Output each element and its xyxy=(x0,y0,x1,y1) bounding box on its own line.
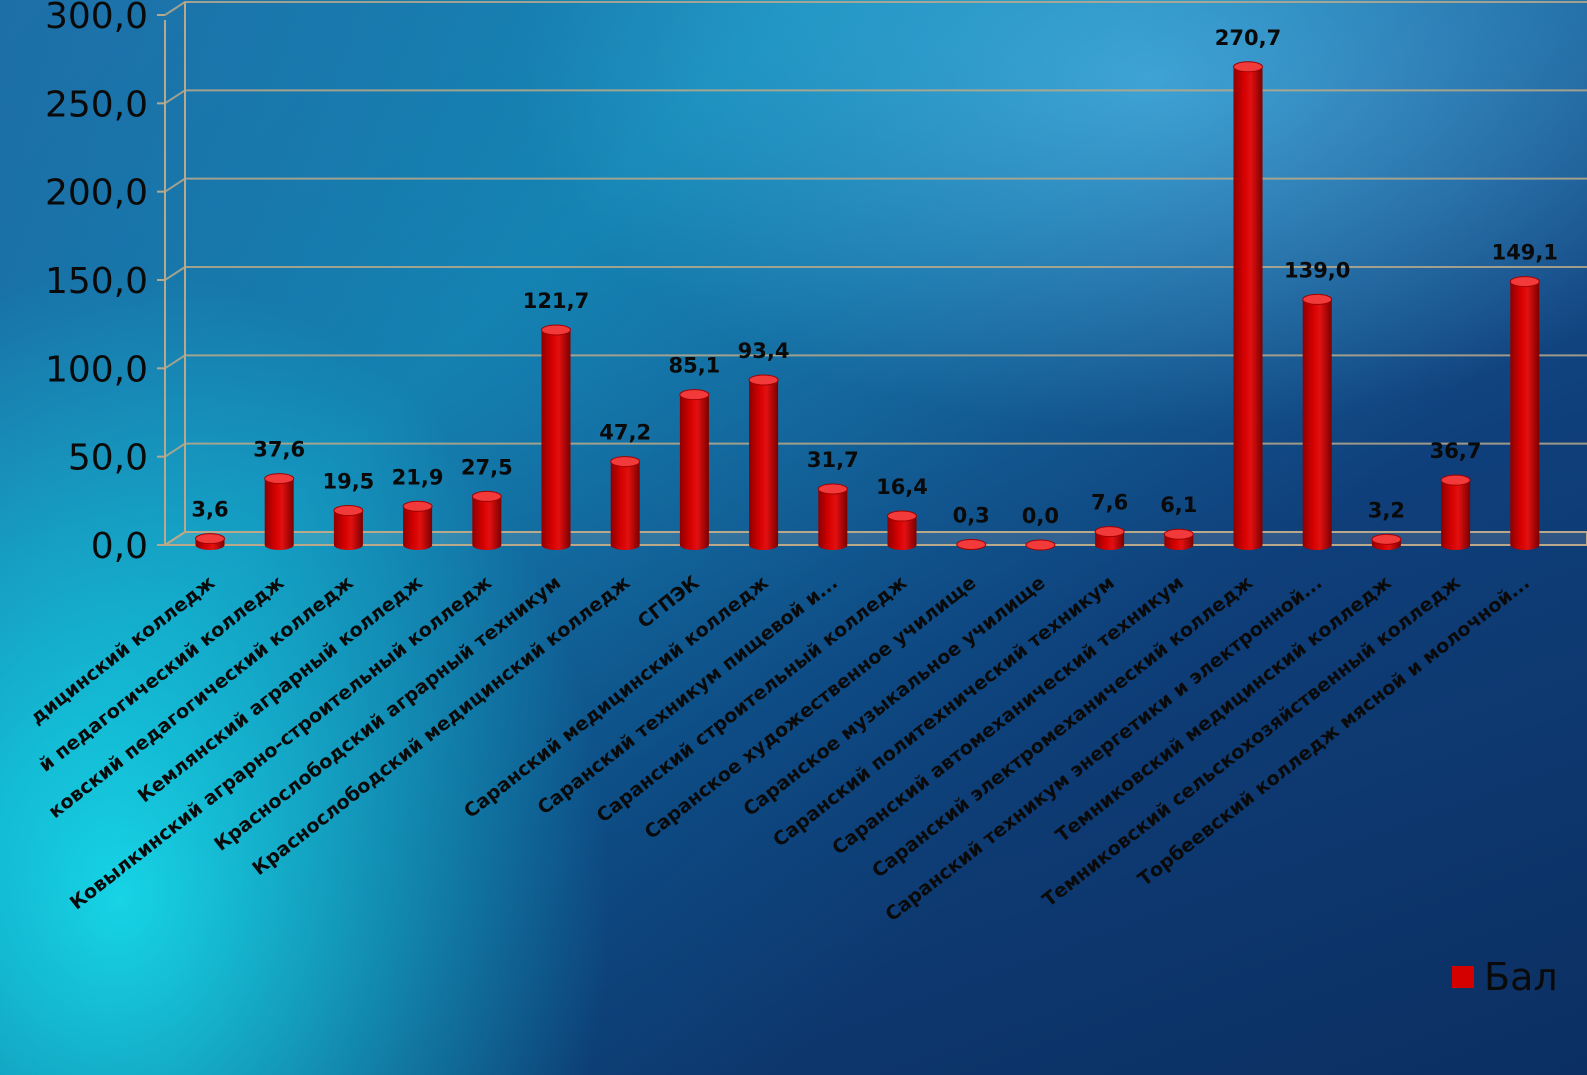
data-label: 36,7 xyxy=(1430,439,1482,463)
data-label: 0,3 xyxy=(953,503,990,527)
legend-swatch xyxy=(1452,966,1474,988)
y-axis: 0,0 50,0 100,0 150,0 200,0 250,0 300,0 xyxy=(45,0,165,567)
bar xyxy=(1233,61,1263,550)
bar xyxy=(1025,539,1056,551)
data-label: 85,1 xyxy=(668,354,720,378)
bar xyxy=(817,483,848,550)
gridline xyxy=(164,177,1587,193)
data-label: 37,6 xyxy=(253,438,305,462)
bar xyxy=(195,533,225,550)
y-tick-label: 100,0 xyxy=(45,349,148,390)
value-labels: 3,6 37,6 19,5 21,9 27,5 121,7 47,2 85,1 93,4 31,7… xyxy=(191,26,1558,528)
gridlines xyxy=(161,1,1587,546)
data-label: 139,0 xyxy=(1284,258,1350,282)
bar xyxy=(887,510,917,550)
data-label: 3,6 xyxy=(191,498,228,522)
data-label: 270,7 xyxy=(1215,26,1281,50)
bar xyxy=(610,456,641,550)
bar xyxy=(748,374,779,550)
bar xyxy=(956,538,987,550)
data-label: 3,2 xyxy=(1368,498,1405,522)
x-tick-label: й педагогический колледж xyxy=(35,572,289,777)
data-label: 16,4 xyxy=(876,475,928,499)
y-tick-label: 300,0 xyxy=(45,0,148,37)
bar xyxy=(1302,293,1333,550)
data-label: 21,9 xyxy=(392,465,444,489)
data-label: 121,7 xyxy=(523,289,589,313)
bars xyxy=(195,61,1540,551)
data-label: 6,1 xyxy=(1160,493,1197,517)
y-tick-label: 0,0 xyxy=(91,526,148,567)
legend-series-label: Бал xyxy=(1484,955,1558,999)
bar xyxy=(679,389,710,550)
data-label: 93,4 xyxy=(738,339,790,363)
bar xyxy=(1509,276,1540,550)
bar xyxy=(264,473,295,550)
bar xyxy=(541,324,571,550)
y-tick-label: 250,0 xyxy=(45,84,148,125)
data-label: 149,1 xyxy=(1492,241,1558,265)
data-label: 7,6 xyxy=(1091,491,1128,515)
bar xyxy=(1094,526,1125,550)
bar xyxy=(1163,528,1194,550)
bar xyxy=(402,500,433,550)
data-label: 47,2 xyxy=(599,421,651,445)
gridline xyxy=(164,89,1587,105)
data-label: 0,0 xyxy=(1022,504,1059,528)
data-label: 27,5 xyxy=(461,455,513,479)
gridline xyxy=(164,354,1587,370)
gridline xyxy=(164,442,1587,458)
y-tick-label: 50,0 xyxy=(68,438,148,479)
data-label: 31,7 xyxy=(807,448,859,472)
bar xyxy=(333,505,364,550)
bar xyxy=(1440,474,1471,550)
data-label: 19,5 xyxy=(322,470,374,494)
legend: Бал xyxy=(1452,955,1558,999)
y-tick-label: 200,0 xyxy=(45,173,148,214)
y-tick-label: 150,0 xyxy=(45,261,148,302)
gridline xyxy=(164,266,1587,281)
bar xyxy=(471,490,502,550)
gridline xyxy=(164,1,1587,16)
bar xyxy=(1371,533,1402,550)
